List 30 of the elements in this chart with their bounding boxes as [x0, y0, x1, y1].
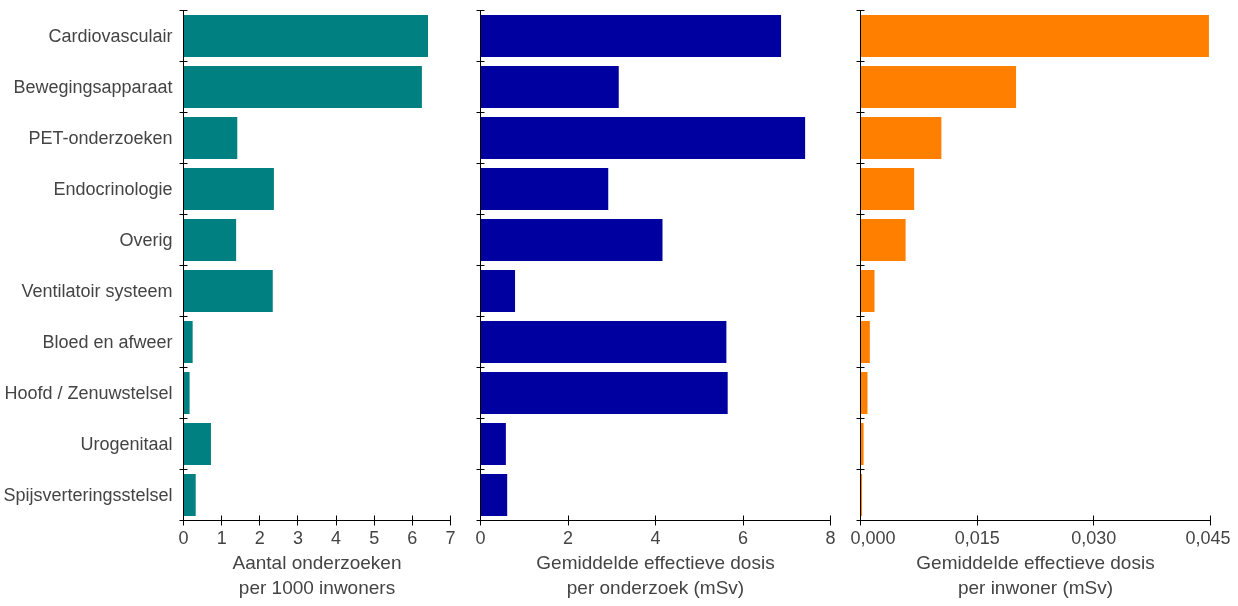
y-tick-label: Ventilatoir systeem — [21, 281, 173, 301]
y-tick-label: Hoofd / Zenuwstelsel — [4, 383, 173, 403]
x-tick-label: 0 — [475, 527, 486, 548]
x-tick-label: 0,000 — [850, 527, 896, 548]
x-tick-label: 1 — [216, 527, 227, 548]
x-tick-label: 5 — [369, 527, 380, 548]
x-tick-label: 0,045 — [1185, 527, 1231, 548]
x-tick-label: 4 — [331, 527, 342, 548]
x-tick-label: 7 — [445, 527, 456, 548]
y-tick-label: Bewegingsapparaat — [13, 77, 173, 97]
x-tick-label: 6 — [737, 527, 749, 548]
y-tick-label: Endocrinologie — [53, 179, 173, 199]
y-tick-label: Cardiovasculair — [48, 26, 173, 46]
y-tick-label: Overig — [119, 230, 173, 250]
x-tick-label: 6 — [407, 527, 418, 548]
x-tick-label: 2 — [254, 527, 265, 548]
x-tick-label: 2 — [562, 527, 574, 548]
x-tick-label: 4 — [650, 527, 661, 548]
x-tick-label: 3 — [292, 527, 303, 548]
x-tick-label: 0,030 — [1071, 527, 1117, 548]
y-tick-label: Bloed en afweer — [42, 332, 173, 352]
x-axis-title: Aantal onderzoeken per 1000 inwoners — [232, 551, 402, 598]
x-tick-label: 0,015 — [954, 527, 1000, 548]
y-tick-label: Spijsverteringsstelsel — [3, 485, 173, 505]
x-axis-title: Gemiddelde effectieve dosis per inwoner (mSv) — [916, 551, 1155, 598]
y-tick-label: PET-onderzoeken — [28, 128, 173, 148]
x-axis-title: Gemiddelde effectieve dosis per onderzoek (mSv) — [536, 551, 775, 598]
y-tick-label: Urogenitaal — [80, 434, 173, 454]
x-tick-label: 8 — [825, 527, 836, 548]
x-tick-label: 0 — [178, 527, 189, 548]
